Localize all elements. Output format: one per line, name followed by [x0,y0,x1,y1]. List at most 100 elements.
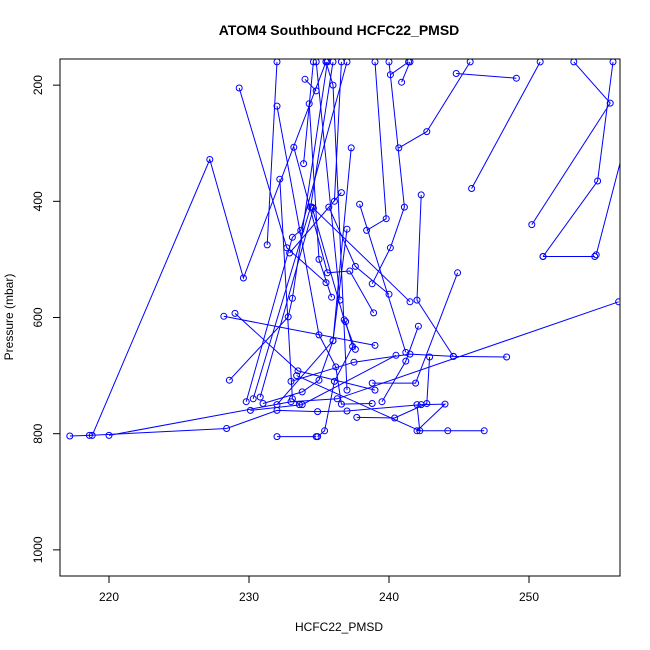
data-point [468,185,476,192]
data-point [416,427,424,435]
series-line [229,61,328,381]
series-line [290,353,507,382]
data-point [406,350,414,358]
y-tick-label: 200 [31,75,45,95]
chart-title: ATOM4 Southbound HCFC22_PMSD [219,22,460,38]
data-point [288,395,296,403]
data-point [293,372,301,380]
profile-series-38 [398,59,414,86]
data-point [276,175,284,183]
data-point [314,433,322,441]
profile-series-36 [386,59,413,79]
x-tick-label: 250 [519,590,539,604]
profile-series-24 [287,350,511,385]
series-line [289,192,342,254]
series-line [69,403,485,437]
x-tick-label: 230 [239,590,259,604]
data-point [328,293,336,301]
profile-series-23 [293,372,424,435]
profile-series-29 [322,59,351,394]
data-point [350,358,358,366]
data-point [386,244,394,252]
series-line [262,229,348,404]
data-point [363,226,371,234]
profile-series-18 [305,100,336,301]
data-point [368,400,376,407]
data-point [423,400,431,407]
profile-series-9 [242,59,351,406]
data-point [288,233,296,241]
data-point [371,59,379,66]
data-point [466,59,474,66]
profile-series-10 [249,59,337,403]
data-point [249,395,257,403]
data-point [259,400,267,407]
data-point [368,280,376,288]
data-point [391,414,399,422]
profile-series-8 [235,84,330,287]
y-axis-label: Pressure (mbar) [2,274,16,361]
data-point [426,353,434,361]
data-point [353,413,361,421]
series-line [234,313,376,391]
data-point [314,408,322,416]
series-line [456,73,517,79]
data-point [503,353,511,361]
series-line [371,61,405,285]
series-line [91,61,327,436]
profile-series-21 [246,351,400,414]
profile-series-42 [528,59,614,229]
data-point [231,309,239,317]
series-line [238,87,327,283]
profile-series-11 [256,204,414,401]
data-point [621,59,627,65]
data-point [347,144,355,152]
data-point [242,398,250,406]
data-point [441,400,449,408]
x-tick-label: 240 [379,590,399,604]
data-point [452,70,460,77]
data-point [412,379,420,387]
data-point [385,59,393,66]
data-point [343,407,351,415]
data-point [351,345,359,353]
y-tick-label: 1000 [31,536,45,563]
profile-series-33 [368,59,408,288]
data-point [591,253,599,260]
profile-series-6 [220,312,379,349]
data-point [346,267,354,275]
data-point [298,388,306,396]
data-point [624,133,630,139]
data-point [223,425,231,432]
data-point [225,376,233,384]
data-point [402,357,410,365]
data-point [615,298,620,306]
series-line [276,147,352,405]
data-point [273,401,281,409]
data-point [528,221,536,229]
data-point [398,78,406,86]
data-point [315,255,323,263]
data-point [594,177,602,185]
profile-series-40 [452,70,520,82]
data-point [423,128,431,136]
data-point [206,156,214,163]
data-point [449,352,457,360]
data-point [273,59,281,66]
data-point [570,59,578,66]
data-point [417,191,425,199]
data-point [378,398,386,406]
data-point [66,432,74,440]
series-line [381,326,419,402]
y-tick-label: 400 [31,191,45,211]
data-point [454,269,462,277]
data-point [337,400,345,408]
profile-series-35 [378,322,422,406]
data-point [329,81,337,89]
series-line [296,375,421,432]
data-point [480,427,488,435]
data-point [337,59,345,66]
profile-series-14 [276,175,303,409]
data-point [301,75,309,83]
profile-series-41 [468,59,544,192]
